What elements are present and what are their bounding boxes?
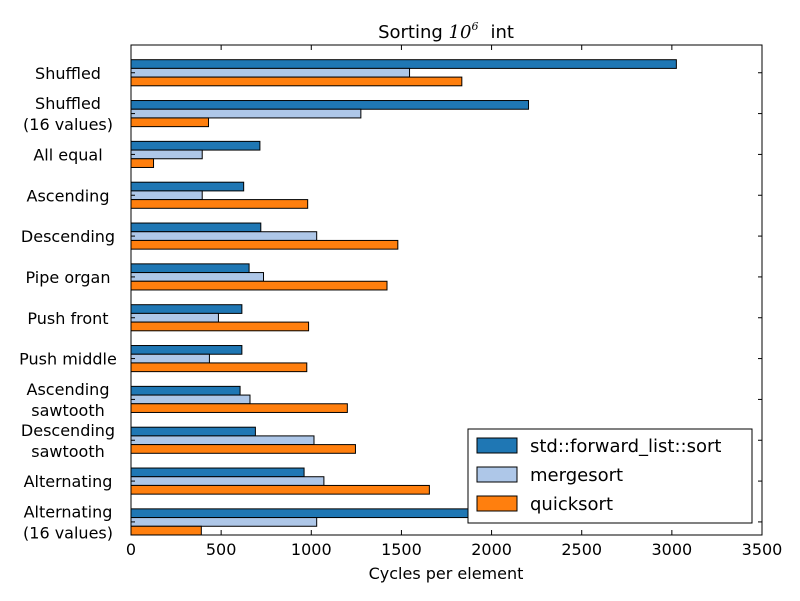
category-label: Push middle [19, 350, 117, 369]
chart-title-exponent: 6 [471, 20, 478, 33]
legend-swatch-2 [476, 466, 518, 483]
bar-3-7 [130, 321, 310, 332]
bar-2-7 [130, 312, 219, 323]
bar-1-10 [130, 426, 256, 437]
bar-2-3 [130, 149, 203, 160]
category-label: Shuffled [35, 64, 101, 83]
category-label: Alternating [24, 502, 113, 521]
chart-title: Sorting 106 int [378, 20, 514, 43]
bar-3-3 [130, 158, 155, 168]
bar-2-10 [130, 435, 315, 446]
bar-1-6 [130, 263, 250, 274]
plot-frame [130, 44, 763, 536]
x-axis-title: Cycles per element [369, 564, 524, 583]
category-label: sawtooth [31, 442, 105, 461]
bar-1-5 [130, 222, 262, 233]
bar-1-2 [130, 100, 530, 110]
x-tick-label: 1500 [381, 540, 422, 559]
legend-label-3: quicksort [530, 494, 613, 515]
x-tick-label: 1000 [291, 540, 332, 559]
x-axis-ticks: 0 500 1000 1500 2000 2500 3000 3500 [126, 45, 782, 559]
bar-1-4 [130, 181, 245, 192]
legend: std::forward_list::sortmergesortquicksor… [467, 428, 753, 524]
category-label: Descending [21, 421, 115, 440]
chart-title-suffix: int [490, 22, 513, 43]
bar-1-7 [130, 304, 243, 314]
chart-title-prefix: Sorting [378, 22, 448, 43]
bar-1-1 [130, 59, 677, 69]
x-tick-label: 0 [126, 540, 136, 559]
x-tick-label: 3500 [742, 540, 783, 559]
bar-1-12 [130, 508, 470, 519]
category-label: Alternating [24, 472, 113, 491]
category-label: sawtooth [31, 401, 105, 420]
bar-3-5 [130, 239, 399, 250]
bar-3-12 [130, 525, 202, 536]
bar-2-6 [130, 272, 265, 282]
x-tick-label: 500 [206, 540, 237, 559]
bars-group [130, 59, 677, 536]
bar-3-6 [130, 280, 388, 291]
x-tick-label: 2000 [471, 540, 512, 559]
bar-2-2 [130, 108, 362, 119]
chart-title-base: 10 [449, 22, 472, 43]
legend-swatch-1 [476, 437, 518, 454]
category-label: Shuffled [35, 94, 101, 113]
bar-1-11 [130, 467, 305, 478]
category-label: All equal [33, 145, 102, 164]
bar-2-8 [130, 353, 210, 364]
bar-1-9 [130, 385, 241, 396]
legend-label-2: mergesort [530, 465, 623, 486]
bar-1-3 [130, 140, 261, 151]
x-tick-label: 2500 [561, 540, 602, 559]
legend-swatch-3 [476, 495, 518, 512]
bar-2-4 [130, 190, 203, 201]
category-labels: Shuffled Shuffled (16 values) All equal Asce… [19, 64, 762, 542]
category-label: Pipe organ [25, 268, 110, 287]
bar-2-12 [130, 517, 318, 527]
bar-1-8 [130, 345, 243, 355]
bar-3-11 [130, 484, 430, 495]
category-label: Push front [27, 309, 108, 328]
bar-2-1 [130, 67, 411, 78]
bar-3-4 [130, 199, 309, 209]
bar-3-1 [130, 76, 463, 87]
bar-3-10 [130, 444, 356, 454]
bar-3-8 [130, 362, 308, 373]
category-label: Descending [21, 227, 115, 246]
legend-label-1: std::forward_list::sort [530, 436, 721, 457]
category-label: Ascending [27, 186, 110, 205]
bar-2-9 [130, 394, 251, 405]
bar-2-5 [130, 231, 318, 241]
bar-3-2 [130, 117, 210, 128]
category-label: (16 values) [23, 523, 113, 542]
category-label: Ascending [27, 380, 110, 399]
x-tick-label: 3000 [651, 540, 692, 559]
bar-2-11 [130, 476, 325, 486]
category-label: (16 values) [23, 115, 113, 134]
bar-3-9 [130, 403, 348, 413]
